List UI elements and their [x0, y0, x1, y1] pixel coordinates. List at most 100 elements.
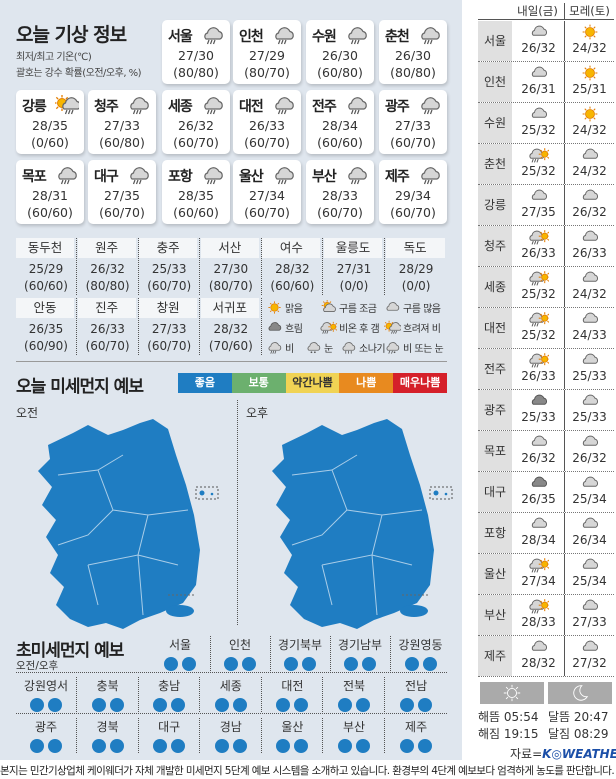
region-name: 제주: [405, 720, 428, 734]
sun-then-rain-icon: [384, 320, 401, 334]
rain-icon: [348, 97, 367, 115]
ultrafine-region: 강원영동: [390, 636, 451, 671]
temperature: 28/33: [521, 615, 556, 629]
city-name: 인천: [478, 62, 512, 102]
rain-probability: (80/80): [390, 65, 436, 80]
legend-label: 흐림: [285, 324, 303, 335]
region-name: 충남: [158, 679, 181, 693]
city-card: 부산 28/33 (60/70): [306, 160, 374, 224]
forecast-row: 울산 27/34 25/34: [478, 554, 614, 595]
rain-probability: (60/60): [24, 279, 68, 293]
forecast-row: 포항 28/34 26/34: [478, 513, 614, 554]
temperature: 24/33: [572, 328, 607, 342]
region-name: 부산: [342, 720, 366, 734]
rain-icon: [348, 167, 367, 185]
rain-icon: [348, 27, 367, 45]
legend-item: 흐림: [266, 320, 303, 335]
rain-probability: (0/0): [401, 279, 431, 293]
ultrafine-region: 충남: [139, 677, 201, 712]
am-level-dot: [30, 739, 44, 753]
city-name: 원주: [77, 238, 136, 258]
city-name: 세종: [168, 99, 193, 115]
temperature: 28/33: [321, 188, 359, 203]
cloud-icon: [531, 517, 547, 528]
temperature: 29/34: [394, 188, 432, 203]
cloud-icon: [531, 435, 547, 446]
legend-label: 구름 많음: [403, 304, 441, 315]
sun-icon: [582, 65, 597, 81]
ultrafine-region: 경북: [78, 718, 139, 753]
ultrafine-region: 서울: [150, 636, 211, 671]
temperature: 28/35: [31, 118, 69, 133]
region-name: 대전: [281, 679, 304, 693]
rain-icon: [275, 97, 294, 115]
region-name: 강원영동: [398, 638, 443, 652]
city-card: 대구 27/35 (60/70): [88, 160, 156, 224]
rain-icon: [58, 167, 77, 185]
pm-level-dot: [422, 657, 437, 671]
pm-level-dot: [302, 657, 316, 671]
temperature: 26/32: [572, 205, 607, 219]
rain-icon: [130, 97, 149, 115]
source-label: 자료=: [510, 747, 543, 761]
temperature: 27/32: [572, 656, 607, 670]
pm-level-dot: [418, 739, 433, 753]
footer-note: 본지는 민간기상업체 케이웨더가 자체 개발한 미세먼지 5단계 예보 시스템을…: [0, 765, 615, 777]
city-name: 대전: [239, 99, 264, 115]
sun-icon: [582, 106, 597, 122]
temperature: 27/35: [521, 205, 556, 219]
legend-label: 소나기: [359, 344, 386, 355]
am-level-dot: [91, 739, 106, 753]
am-level-dot: [276, 698, 291, 712]
sun-then-rain-icon: [54, 95, 81, 115]
small-city-cell: 충주 25/33 (60/70): [139, 238, 201, 295]
ultrafine-region: 경기남부: [330, 636, 391, 671]
sun-icon: [503, 684, 521, 702]
am-level-dot: [338, 698, 352, 712]
forecast-row: 강릉 27/35 26/32: [478, 185, 614, 226]
temperature: 26/33: [90, 322, 125, 336]
city-name: 청주: [478, 226, 512, 266]
jeju-shape: [400, 605, 428, 617]
city-name: 수원: [312, 29, 337, 45]
region-name: 대구: [158, 720, 181, 734]
rain-icon: [275, 167, 294, 185]
after-header: 모레(토): [564, 3, 614, 20]
city-name: 독도: [385, 238, 445, 258]
dust-level: 좋음: [178, 373, 232, 393]
temperature: 25/32: [521, 164, 556, 178]
legend-item: 구름 조금: [320, 300, 377, 315]
city-name: 수원: [478, 103, 512, 143]
ultrafine-region: 강원영서: [16, 677, 77, 712]
cloud-icon: [582, 517, 598, 528]
rain-probability: (0/60): [31, 135, 69, 150]
cloud-icon: [582, 148, 598, 159]
legend-item: 비온 후 갬: [320, 320, 380, 335]
cloud-icon: [582, 312, 598, 323]
city-name: 목포: [478, 431, 512, 471]
temperature: 24/32: [572, 123, 607, 137]
forecast-row: 제주 28/32 27/32: [478, 636, 614, 677]
forecast-row: 서울 26/32 24/32: [478, 21, 614, 62]
temperature: 25/33: [572, 369, 607, 383]
temperature: 26/33: [248, 118, 286, 133]
city-name: 인천: [239, 29, 264, 45]
city-name: 목포: [22, 169, 47, 185]
rain-then-sun-icon: [528, 271, 549, 286]
forecast-row: 전주 26/33 25/33: [478, 349, 614, 390]
legend-item: 비 또는 눈: [384, 340, 444, 355]
city-name: 강릉: [478, 185, 512, 225]
city-name: 부산: [478, 595, 512, 635]
city-name: 청주: [94, 99, 119, 115]
ultrafine-title: 초미세먼지 예보: [16, 641, 124, 661]
am-level-dot: [224, 657, 238, 671]
am-level-dot: [276, 739, 291, 753]
pm-level-dot: [356, 739, 370, 753]
cloud-icon: [582, 271, 598, 282]
cloud-icon: [582, 599, 598, 610]
city-name: 동두천: [16, 238, 74, 258]
city-name: 여수: [262, 238, 321, 258]
temperature: 28/29: [398, 262, 434, 276]
region-name: 전남: [405, 679, 428, 693]
ultrafine-region: 부산: [324, 718, 385, 753]
